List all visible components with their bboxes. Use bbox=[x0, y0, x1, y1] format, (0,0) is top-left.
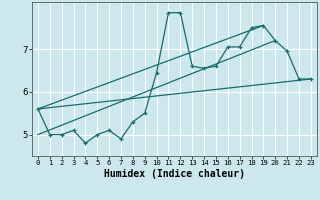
X-axis label: Humidex (Indice chaleur): Humidex (Indice chaleur) bbox=[104, 169, 245, 179]
